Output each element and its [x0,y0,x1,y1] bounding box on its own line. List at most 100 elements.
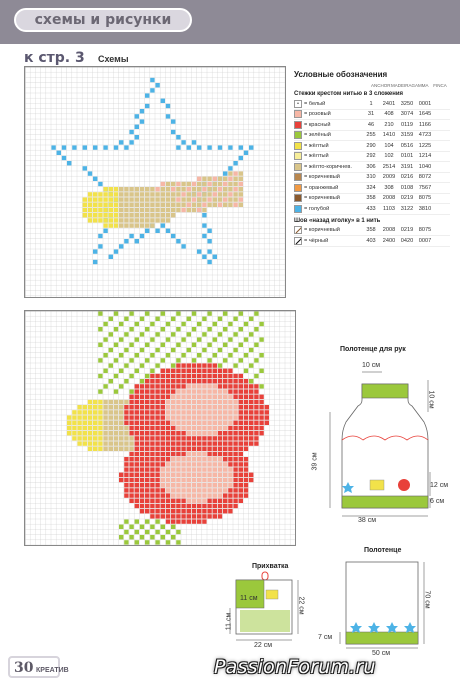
berry-stitch [150,462,155,467]
berry-stitch [155,373,160,379]
comet-stitch [139,187,145,192]
leaf-stitch [103,321,108,327]
berry-stitch [171,394,176,399]
berry-stitch [197,498,202,503]
berry-stitch [202,425,207,431]
berry-stitch [212,399,217,405]
leaf-stitch [243,321,249,327]
berry-stitch [254,410,259,415]
leaf-stitch [98,358,103,363]
berry-stitch [197,399,202,405]
tail-stitch [238,197,243,202]
berry-stitch [186,519,191,524]
berry-stitch [139,488,145,493]
tail-stitch [186,192,191,197]
comet-stitch [87,213,93,218]
comet-stitch [129,218,134,223]
comet-stitch [165,213,171,218]
towel-dim-height: 39 см [311,452,319,471]
berry-stitch [176,519,181,524]
leaf-stitch [254,327,259,332]
leaf-stitch [108,379,113,384]
berry-stitch [223,425,228,431]
comet-stitch [113,213,119,218]
berry-stitch [238,379,243,384]
berry-stitch [233,462,238,467]
berry-stitch [181,462,186,467]
berry-stitch [254,415,259,420]
berry-stitch [191,436,197,441]
berry-stitch [243,399,249,405]
berry-stitch [243,436,249,441]
leaf-stitch [191,358,197,363]
star-stitch [181,244,186,249]
leaf-stitch [98,389,103,394]
berry-stitch [155,503,160,509]
berry-stitch [228,503,233,509]
berry-stitch [243,394,249,399]
berry-stitch [139,451,145,457]
berry-stitch [171,483,176,488]
lemon-stitch [77,425,82,431]
comet-stitch [113,187,119,192]
berry-stitch [181,457,186,462]
lemon-stitch [113,441,119,446]
berry-stitch [191,363,197,368]
berry-stitch [155,410,160,415]
leaf-stitch [145,342,150,347]
berry-stitch [217,415,223,420]
berry-stitch [181,415,186,420]
berry-stitch [139,389,145,394]
berry-stitch [139,441,145,446]
berry-stitch [186,441,191,446]
berry-stitch [243,384,249,389]
berry-stitch [191,394,197,399]
star-stitch [124,145,129,150]
star-stitch [207,145,212,150]
lemon-stitch [119,420,124,425]
berry-stitch [171,467,176,472]
tail-stitch [171,187,176,192]
berry-stitch [202,509,207,514]
berry-stitch [238,431,243,436]
lemon-stitch [113,425,119,431]
berry-stitch [191,446,197,451]
berry-stitch [160,488,165,493]
berry-stitch [145,446,150,451]
berry-stitch [176,441,181,446]
comet-stitch [160,213,165,218]
tail-stitch [171,181,176,187]
berry-stitch [249,420,254,425]
leaf-stitch [254,342,259,347]
lemon-stitch [98,410,103,415]
legend-cross-list: • = белый 1 2401 3250 0001 = розовый 31 408 3074 1… [294,99,450,215]
tail-stitch [171,192,176,197]
leaf-stitch [249,347,254,353]
berry-stitch [139,483,145,488]
legend-finca: 3810 [418,205,432,212]
berry-stitch [165,457,171,462]
leaf-stitch [176,540,181,545]
comet-stitch [119,192,124,197]
berry-stitch [202,498,207,503]
comet-stitch [150,187,155,192]
legend-finca: 8075 [418,227,432,234]
berry-stitch [124,467,129,472]
berry-stitch [155,441,160,446]
star-stitch [72,145,77,150]
berry-stitch [228,410,233,415]
berry-stitch [233,451,238,457]
berry-stitch [259,420,264,425]
berry-stitch [217,389,223,394]
berry-stitch [217,493,223,498]
leaf-stitch [108,316,113,321]
tail-stitch [202,181,207,187]
leaf-stitch [202,332,207,337]
comet-stitch [108,197,113,202]
berry-stitch [181,420,186,425]
berry-stitch [155,451,160,457]
berry-stitch [145,477,150,483]
legend-row: = жёлтый 290 104 0516 1225 [294,141,450,152]
leaf-stitch [134,519,139,524]
berry-stitch [139,399,145,405]
